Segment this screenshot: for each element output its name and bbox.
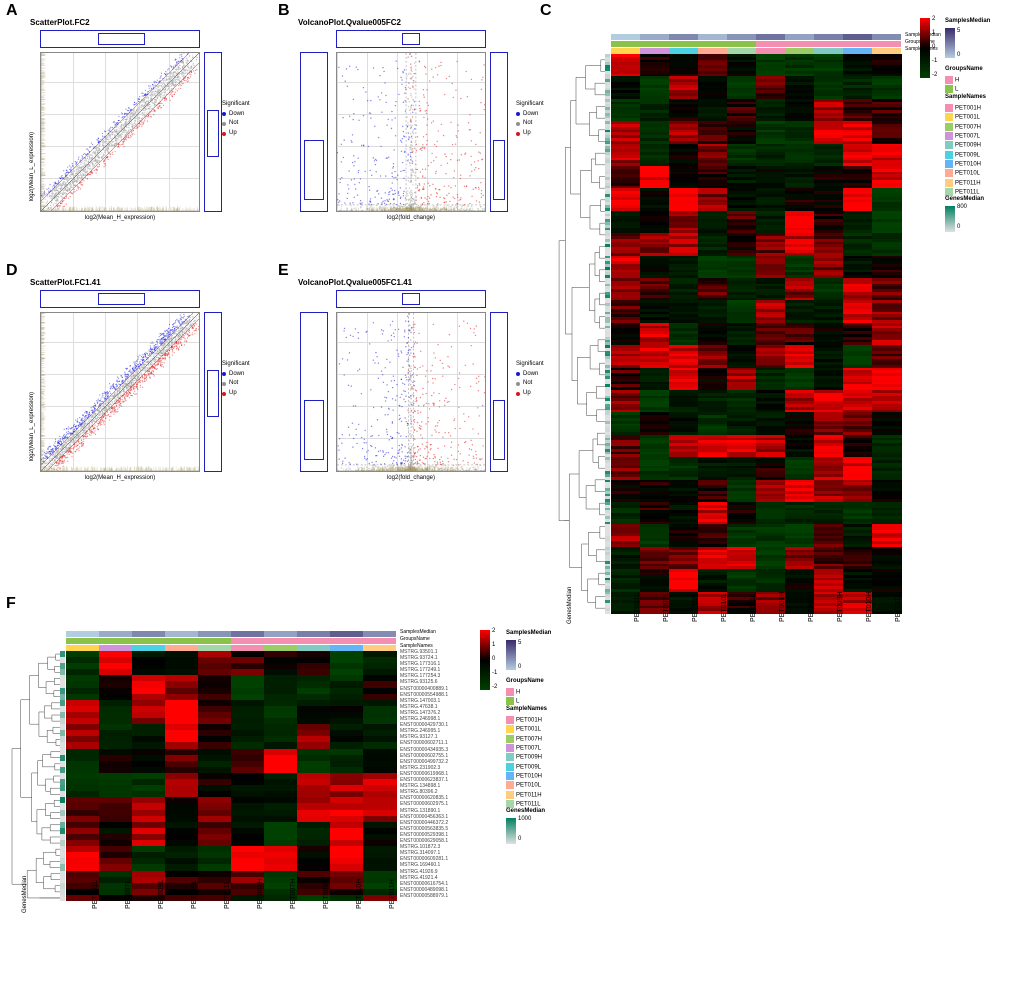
legend-sig-b: Significant DownNotUp <box>516 100 544 138</box>
xlabel-b: log2(fold_change) <box>387 215 435 221</box>
annot-groups-name-f <box>66 638 396 644</box>
legend-samples-c: SampleNames PET001HPET001LPET007HPET007L… <box>945 94 986 198</box>
legend-scale-c: 2 1 0 -1 -2 <box>920 18 930 78</box>
annot-samples-median-f <box>66 631 396 637</box>
xlabel-a: log2(Mean_H_expression) <box>85 215 155 221</box>
marginal-right-d <box>204 312 222 472</box>
panel-label-f: F <box>6 595 16 613</box>
legend-sig-e: Significant DownNotUp <box>516 360 544 398</box>
volcano-svg-e <box>337 313 485 471</box>
ylabel-d: log2(Mean_L_expression) <box>29 392 35 461</box>
legend-groups-f: GroupsName HL <box>506 678 544 707</box>
xlabel-d: log2(Mean_H_expression) <box>85 475 155 481</box>
marginal-left-b <box>300 52 328 212</box>
legend-scale-f: 2 1 0 -1 -2 <box>480 630 490 690</box>
panel-title-b: VolcanoPlot.Qvalue005FC2 <box>298 18 401 27</box>
annot-samples-median-c <box>611 34 901 40</box>
annot-track-labels-f: SamplesMedian GroupsName SampleNames <box>400 629 436 650</box>
marginal-left-e <box>300 312 328 472</box>
legend-sig-d: Significant DownNotUp <box>222 360 250 398</box>
xlabel-e: log2(fold_change) <box>387 475 435 481</box>
heatmap-body-c <box>611 54 901 614</box>
volcano-svg-b <box>337 53 485 211</box>
annot-groups-name-c <box>611 41 901 47</box>
row-dendrogram-c <box>555 54 605 614</box>
panel-label-b: B <box>278 2 290 20</box>
col-labels-c: PET001LPET007LPET009LPET010LPET011LPET00… <box>611 618 901 678</box>
panel-title-e: VolcanoPlot.Qvalue005FC1.41 <box>298 278 412 287</box>
marginal-top-e <box>336 290 486 308</box>
panel-label-d: D <box>6 262 18 280</box>
panel-label-e: E <box>278 262 289 280</box>
genes-median-label-f: GenesMedian <box>22 876 28 913</box>
marginal-top-b <box>336 30 486 48</box>
marginal-right-a <box>204 52 222 212</box>
volcano-plot-b: log2(fold_change) <box>336 52 486 212</box>
panel-title-d: ScatterPlot.FC1.41 <box>30 278 101 287</box>
legend-sig-a: Significant DownNotUp <box>222 100 250 138</box>
marginal-top-a <box>40 30 200 48</box>
legend-samples-median-f: SamplesMedian 5 0 <box>506 630 551 670</box>
genes-median-col-f <box>60 651 65 901</box>
marginal-top-d <box>40 290 200 308</box>
legend-groups-c: GroupsName HL <box>945 66 983 95</box>
scatter-plot-d: log2(Mean_L_expression) log2(Mean_H_expr… <box>40 312 200 472</box>
legend-genes-median-c: GenesMedian 800 0 <box>945 196 984 232</box>
scatter-svg-a <box>41 53 199 211</box>
panel-label-a: A <box>6 2 18 20</box>
volcano-plot-e: log2(fold_change) <box>336 312 486 472</box>
genes-median-col-c <box>605 54 610 614</box>
legend-genes-median-f: GenesMedian 1000 0 <box>506 808 545 844</box>
legend-samples-f: SampleNames PET001HPET001LPET007HPET007L… <box>506 706 547 810</box>
genes-median-label-c: GenesMedian <box>567 587 573 624</box>
scatter-svg-d <box>41 313 199 471</box>
heatmap-body-f <box>66 651 396 901</box>
col-labels-f: PET001LPET007LPET009LPET010LPET011LPET00… <box>66 905 396 965</box>
scatter-plot-a: log2(Mean_L_expression) log2(Mean_H_expr… <box>40 52 200 212</box>
marginal-right-e <box>490 312 508 472</box>
panel-label-c: C <box>540 2 552 20</box>
marginal-right-b <box>490 52 508 212</box>
row-dendrogram-f <box>10 651 60 901</box>
ylabel-a: log2(Mean_L_expression) <box>29 132 35 201</box>
legend-samples-median-c: SamplesMedian 5 0 <box>945 18 990 58</box>
panel-title-a: ScatterPlot.FC2 <box>30 18 90 27</box>
